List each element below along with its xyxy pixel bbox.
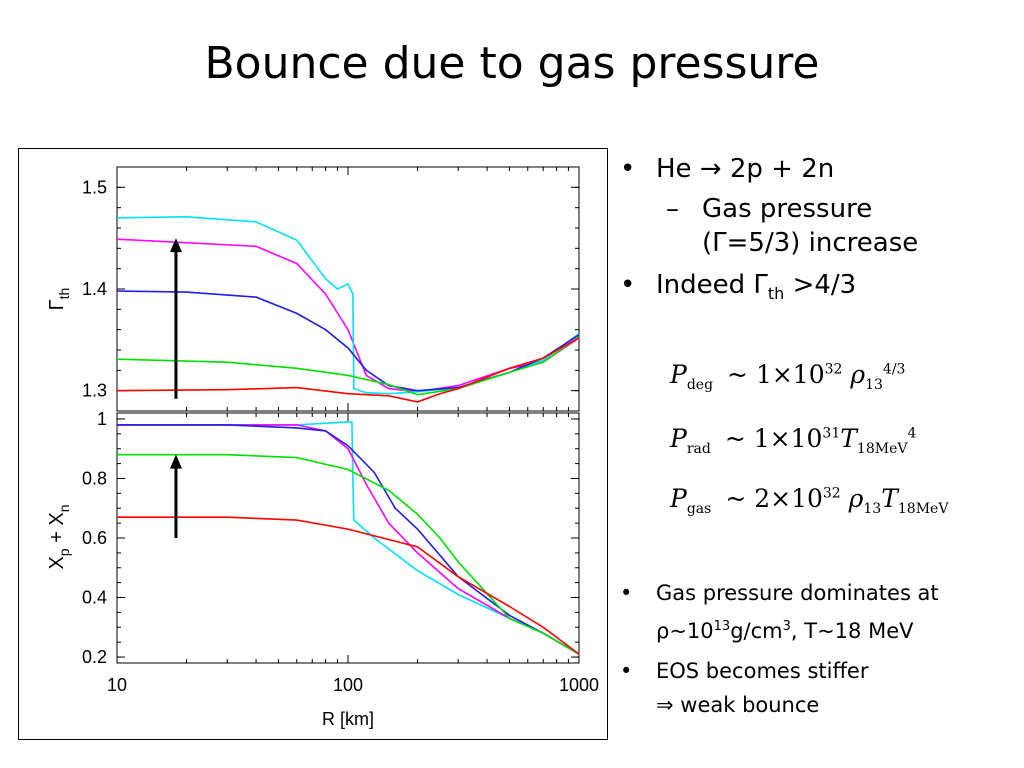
series-line-4 (117, 516, 580, 655)
bullet-eos-stiffer: • EOS becomes stiffer ⇒ weak bounce (620, 654, 1020, 722)
subbullet-line1: Gas pressure (702, 194, 873, 224)
subbullet-line2: (Γ=5/3) increase (702, 228, 919, 258)
series-line-2 (117, 424, 580, 655)
figure-panel: 1.3 1.4 1.5 0.2 0.4 0.6 0.8 1 10 100 1000 R [km] Γth… (18, 148, 608, 740)
gamma-panel-frame (116, 166, 580, 412)
eq3-lhs: P (670, 484, 687, 513)
eq3-var: ρ (848, 484, 864, 513)
eq1-coef: ~ 1×10 (727, 360, 825, 389)
eq1-lhs-sub: deg (686, 377, 714, 393)
bullet-text-post: >4/3 (784, 270, 857, 300)
arrow-head (169, 454, 182, 469)
eq2-lhs: P (670, 424, 687, 453)
y-tick-label: 1.3 (82, 381, 107, 401)
bullet-glyph: • (620, 581, 633, 605)
eq3-lhs-sub: gas (686, 501, 712, 517)
subbullet-gas-pressure: – Gas pressure (Γ=5/3) increase (620, 192, 1020, 260)
bullet-sup: 13 (713, 619, 731, 634)
bullet-line2-pre: ρ~10 (656, 619, 714, 643)
chart-svg: 1.3 1.4 1.5 0.2 0.4 0.6 0.8 1 10 100 1000 R [km] Γth… (46, 166, 599, 729)
y-tick-label: 1 (97, 409, 107, 429)
eq3-exp: 32 (822, 485, 841, 502)
y-tick-label: 0.2 (82, 647, 107, 667)
bullet-list: • He → 2p + 2n – Gas pressure (Γ=5/3) in… (620, 152, 1020, 317)
eq1-var-sub: 13 (865, 377, 883, 393)
y-axis-label-gamma: Γth (46, 288, 72, 311)
y-tick-label: 0.6 (82, 528, 107, 548)
equation-pgas: Pgas ~ 2×1032 ρ13T18MeV (670, 484, 948, 517)
x-tick-label: 1000 (559, 675, 599, 695)
eq1-lhs: P (670, 360, 687, 389)
eq3-coef: ~ 2×10 (725, 484, 823, 513)
bullet-line1: Gas pressure dominates at (656, 581, 939, 605)
eq2-coef: ~ 1×10 (724, 424, 823, 453)
x-tick-label: 10 (107, 675, 127, 695)
fraction-panel-frame (116, 412, 580, 664)
y-axis-label-sub: p (56, 548, 72, 556)
equation-prad: Prad ~ 1×1031T18MeV4 (670, 424, 916, 457)
eq2-var: T (840, 424, 857, 453)
y-tick-label: 1.4 (82, 279, 107, 299)
bullet-sup2: 3 (782, 619, 791, 634)
y-tick-label: 1.5 (82, 177, 107, 197)
bullet-text-pre: Indeed Γ (656, 270, 768, 300)
bullet-gas-dominates: • Gas pressure dominates at ρ~1013g/cm3,… (620, 576, 1020, 648)
bullet-line1: EOS becomes stiffer (656, 659, 869, 683)
bullet-text: He → 2p + 2n (656, 154, 835, 184)
y-tick-label: 0.8 (82, 468, 107, 488)
eq3-var2-sub: 18MeV (897, 501, 949, 517)
y-axis-label-text: X (46, 556, 68, 569)
slide-title: Bounce due to gas pressure (204, 38, 820, 89)
y-axis-label-sub: n (56, 504, 72, 512)
bullet-glyph: • (620, 270, 636, 300)
bullet-text-sub: th (767, 284, 785, 304)
x-tick-label: 100 (333, 675, 363, 695)
bullet-glyph: • (620, 659, 633, 683)
eq2-var-sub: 18MeV (856, 441, 908, 457)
bullet-he-reaction: • He → 2p + 2n (620, 152, 1020, 186)
series-line-4 (116, 337, 580, 403)
series-line-3 (116, 336, 580, 396)
x-axis-label: R [km] (322, 709, 374, 729)
series-line-1 (117, 424, 580, 655)
eq2-exp: 31 (822, 425, 841, 442)
y-axis-label-fraction: Xp + Xn (46, 504, 72, 569)
y-axis-label-text: + X (46, 512, 68, 548)
bullet-line2: ⇒ weak bounce (656, 693, 820, 717)
y-axis-label-symbol: Γ (46, 299, 68, 310)
y-axis-label-sub: th (56, 288, 72, 300)
eq1-exp: 32 (824, 361, 843, 378)
y-tick-label: 0.4 (82, 588, 107, 608)
eq2-var-sup: 4 (907, 425, 917, 442)
eq3-var2: T (881, 484, 898, 513)
eq1-var-sup: 4/3 (882, 361, 906, 378)
bullet-list-lower: • Gas pressure dominates at ρ~1013g/cm3,… (620, 576, 1020, 722)
series-line-3 (117, 453, 580, 655)
eq1-var: ρ (850, 360, 866, 389)
arrow-head (169, 238, 182, 253)
bullet-line2-mid: g/cm (730, 619, 783, 643)
eq3-var-sub: 13 (863, 501, 882, 517)
bullet-line2-post: , T~18 MeV (790, 619, 914, 643)
eq2-lhs-sub: rad (686, 441, 711, 457)
equation-pdeg: Pdeg ~ 1×1032 ρ134/3 (670, 360, 905, 393)
bullet-glyph: • (620, 154, 636, 184)
bullet-indeed: • Indeed Γth >4/3 (620, 268, 1020, 311)
dash-glyph: – (666, 194, 679, 224)
